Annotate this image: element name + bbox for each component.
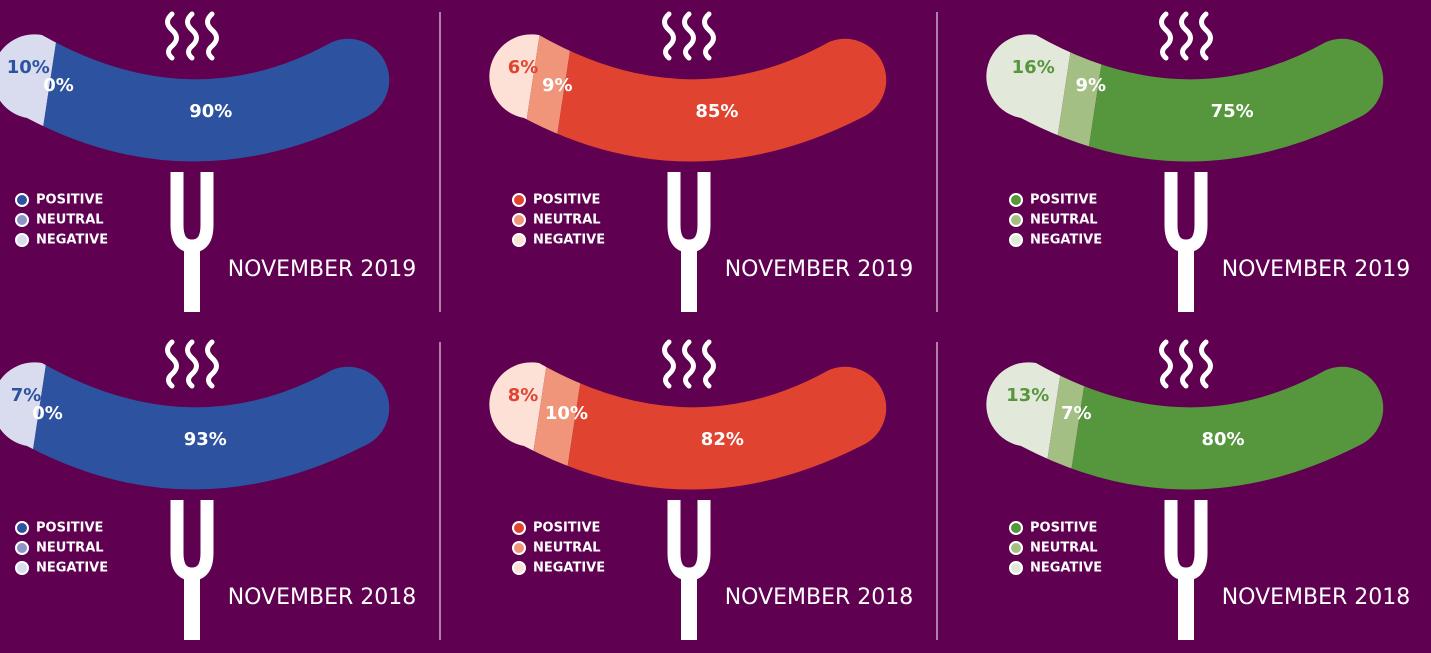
chart-title: NOVEMBER 2018 <box>725 585 914 610</box>
value-label: 10% <box>545 403 588 424</box>
value-label: 82% <box>701 429 744 450</box>
steam <box>188 14 197 58</box>
steam <box>705 14 714 58</box>
legend-label: NEUTRAL <box>1030 541 1098 556</box>
legend-label: POSITIVE <box>1030 193 1097 208</box>
legend-label: POSITIVE <box>533 521 600 536</box>
legend-marker <box>16 194 28 206</box>
value-label: 7% <box>1061 403 1092 424</box>
legend-label: POSITIVE <box>36 521 103 536</box>
steam <box>665 342 674 386</box>
legend-marker <box>513 542 525 554</box>
legend-label: NEUTRAL <box>1030 213 1098 228</box>
steam <box>1202 342 1211 386</box>
chart-panel: 82% 10% 8% POSITIVE NEUTRAL NEGATIVE NOVEMBER … <box>479 328 919 640</box>
steam <box>1182 14 1191 58</box>
legend-marker <box>513 234 525 246</box>
steam <box>1202 14 1211 58</box>
legend-marker <box>1010 542 1022 554</box>
steam <box>1162 14 1171 58</box>
chart-title: NOVEMBER 2018 <box>228 585 417 610</box>
value-label: 80% <box>1201 429 1244 450</box>
value-label: 93% <box>184 429 227 450</box>
steam <box>188 342 197 386</box>
chart-title: NOVEMBER 2019 <box>725 257 914 282</box>
chart-panel: 80% 7% 13% POSITIVE NEUTRAL NEGATIVE NOVEMBER … <box>976 328 1416 640</box>
value-label: 75% <box>1211 101 1254 122</box>
steam <box>705 342 714 386</box>
infographic: 90%0%10%POSITIVENEUTRALNEGATIVENOVEMBER … <box>0 0 1431 653</box>
legend-marker <box>16 214 28 226</box>
legend-marker <box>513 562 525 574</box>
value-label: 13% <box>1006 385 1049 406</box>
legend-marker <box>1010 234 1022 246</box>
legend-marker <box>1010 522 1022 534</box>
steam <box>685 342 694 386</box>
value-label: 85% <box>695 101 738 122</box>
legend-marker <box>513 214 525 226</box>
legend-label: NEUTRAL <box>533 213 601 228</box>
legend-label: NEGATIVE <box>36 233 108 248</box>
legend-marker <box>16 562 28 574</box>
legend-marker <box>513 194 525 206</box>
legend-label: NEUTRAL <box>36 213 104 228</box>
value-label: 9% <box>542 75 573 96</box>
legend-marker <box>1010 194 1022 206</box>
steam <box>208 14 217 58</box>
value-label: 0% <box>32 403 63 424</box>
legend-marker <box>513 522 525 534</box>
chart-title: NOVEMBER 2018 <box>1222 585 1411 610</box>
value-label: 6% <box>508 57 539 78</box>
value-label: 8% <box>508 385 539 406</box>
legend-label: NEGATIVE <box>36 561 108 576</box>
steam <box>168 14 177 58</box>
chart-panel: 85% 9%6% POSITIVE NEUTRAL NEGATIVE NOVEMBER 2… <box>479 0 919 312</box>
fork <box>1171 500 1201 574</box>
legend-label: NEGATIVE <box>1030 233 1102 248</box>
steam <box>685 14 694 58</box>
value-label: 16% <box>1012 57 1055 78</box>
fork <box>674 500 704 574</box>
legend-marker <box>16 522 28 534</box>
fork <box>177 500 207 574</box>
legend-label: POSITIVE <box>533 193 600 208</box>
value-label: 0% <box>43 75 74 96</box>
steam <box>1162 342 1171 386</box>
fork <box>177 172 207 246</box>
steam <box>1182 342 1191 386</box>
legend-label: NEUTRAL <box>533 541 601 556</box>
legend-marker <box>16 542 28 554</box>
chart-title: NOVEMBER 2019 <box>228 257 417 282</box>
chart-panel: 93% 0%7% POSITIVE NEUTRAL NEGATIVE NOVEMBER 2… <box>0 328 422 640</box>
legend-label: NEUTRAL <box>36 541 104 556</box>
chart-panel: 75% 9% 16% POSITIVE NEUTRAL NEGATIVE NOVEMBER … <box>976 0 1416 312</box>
legend-label: NEGATIVE <box>1030 561 1102 576</box>
value-label: 7% <box>11 385 42 406</box>
chart-title: NOVEMBER 2019 <box>1222 257 1411 282</box>
value-label: 9% <box>1076 75 1107 96</box>
legend-marker <box>1010 214 1022 226</box>
chart-panel: 90% 0%10% POSITIVE NEUTRAL NEGATIVE NOVEMBER … <box>0 0 422 312</box>
legend-label: NEGATIVE <box>533 233 605 248</box>
value-label: 10% <box>7 57 50 78</box>
legend-marker <box>16 234 28 246</box>
fork <box>1171 172 1201 246</box>
fork <box>674 172 704 246</box>
legend-label: POSITIVE <box>36 193 103 208</box>
legend-label: NEGATIVE <box>533 561 605 576</box>
steam <box>665 14 674 58</box>
page: {"chart_data": [ {"type": "sausage", "ti… <box>0 0 1431 653</box>
legend-marker <box>1010 562 1022 574</box>
legend-label: POSITIVE <box>1030 521 1097 536</box>
steam <box>168 342 177 386</box>
steam <box>208 342 217 386</box>
value-label: 90% <box>189 101 232 122</box>
